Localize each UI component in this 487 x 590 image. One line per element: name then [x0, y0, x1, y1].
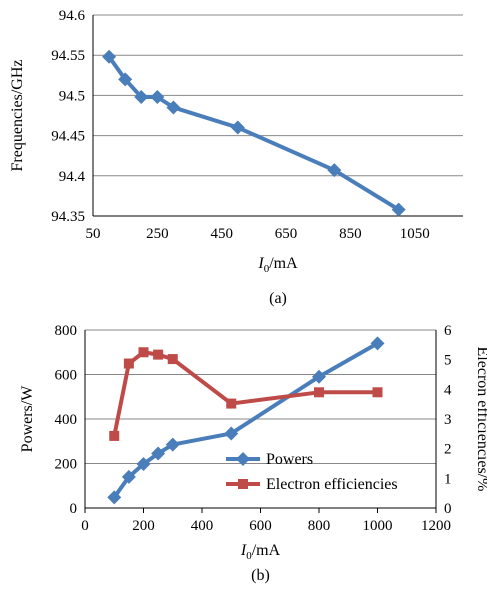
data-point-powers [312, 369, 326, 384]
data-point-powers [165, 437, 180, 452]
data-point [166, 100, 181, 115]
x-tick-label: 650 [275, 226, 298, 242]
series-line [107, 55, 400, 212]
data-point-efficiencies [167, 354, 178, 365]
data-point-efficiencies [153, 349, 164, 360]
data-point [102, 49, 117, 64]
y-tick-label: 94.5 [59, 88, 85, 104]
data-point [391, 202, 406, 217]
y-tick-label: 94.4 [59, 169, 86, 185]
data-point [150, 90, 165, 105]
x-tick-label: 400 [191, 518, 214, 534]
y-tick-label: 600 [55, 368, 78, 384]
legend-label-powers: Powers [266, 451, 313, 468]
y-tick-label: 94.55 [51, 48, 85, 64]
y2-tick-label: 1 [444, 471, 452, 487]
x-axis-label-unit: /mA [269, 255, 298, 272]
x-tick-label: 200 [132, 518, 155, 534]
data-point-efficiencies [123, 358, 134, 369]
data-point-powers [136, 456, 151, 471]
x-tick-label: 0 [81, 518, 89, 534]
data-point-efficiencies [138, 347, 149, 358]
x-tick-label: 50 [86, 226, 101, 242]
y-tick-label: 94.6 [59, 8, 86, 24]
data-point-efficiencies [226, 398, 237, 409]
y-tick-label: 94.35 [51, 209, 85, 225]
x-axis-label-sub: 0 [246, 550, 252, 562]
data-point-efficiencies [314, 387, 324, 398]
caption-a: (a) [269, 290, 287, 307]
y2-tick-label: 5 [444, 353, 452, 369]
y-tick-label: 800 [55, 323, 78, 339]
x-tick-label: 250 [146, 226, 169, 242]
data-point-efficiencies [109, 430, 120, 441]
x-axis-label-unit: /mA [252, 542, 281, 559]
y-tick-label: 200 [55, 457, 78, 473]
x-tick-label: 800 [308, 518, 331, 534]
legend-marker-powers [236, 452, 250, 466]
data-point-powers [121, 469, 136, 484]
data-point [230, 120, 245, 135]
data-point-powers [370, 336, 385, 351]
x-tick-label: 450 [210, 226, 233, 242]
y2-tick-label: 0 [444, 501, 452, 517]
y2-axis-label: Elecron efficiencies/% [474, 347, 487, 492]
x-axis-label-main: I [257, 255, 264, 272]
y2-tick-label: 6 [444, 323, 452, 339]
x-tick-label: 1200 [421, 518, 451, 534]
y-axis-label: Powers/W [19, 385, 36, 453]
y-tick-label: 94.45 [51, 129, 85, 145]
data-point-powers [151, 446, 166, 461]
x-axis-label: I0/mA [257, 255, 298, 275]
x-tick-label: 600 [249, 518, 272, 534]
y2-tick-label: 2 [444, 442, 452, 458]
legend-label-efficiencies: Electron efficiencies [266, 476, 398, 493]
x-axis-label: I0/mA [240, 542, 281, 562]
data-point [118, 72, 133, 87]
data-point-powers [107, 490, 122, 505]
y2-tick-label: 4 [444, 382, 452, 398]
x-tick-label: 1050 [400, 226, 430, 242]
caption-b: (b) [251, 567, 270, 584]
series-line-powers [112, 341, 379, 499]
x-axis-label-sub: 0 [264, 263, 270, 275]
legend-marker-efficiencies [238, 479, 248, 489]
y-tick-label: 0 [70, 501, 78, 517]
data-point [134, 90, 149, 105]
x-axis-label-main: I [240, 542, 247, 559]
x-tick-label: 1000 [363, 518, 393, 534]
x-tick-label: 850 [339, 226, 362, 242]
data-point-powers [224, 426, 239, 441]
data-point-efficiencies [372, 387, 383, 398]
data-point [327, 163, 342, 178]
y-axis-label: Frequencies/GHz [9, 60, 26, 172]
y2-tick-label: 3 [444, 412, 452, 428]
y-tick-label: 400 [55, 412, 78, 428]
